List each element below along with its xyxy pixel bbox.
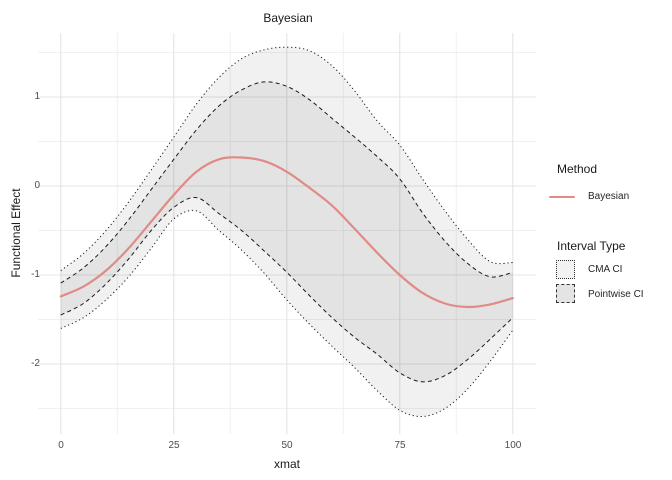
legend-label-bayesian: Bayesian <box>588 191 630 202</box>
legend-key-pointwise-ci-swatch-icon <box>556 284 575 303</box>
legend-title-method: Method <box>557 162 598 176</box>
x-tick-label: 0 <box>58 440 64 451</box>
legend-title-interval-type: Interval Type <box>557 239 626 253</box>
y-axis-title: Functional Effect <box>9 188 23 278</box>
y-tick-label: 0 <box>34 180 40 191</box>
y-tick-label: 1 <box>34 91 40 102</box>
legend-key-cma-ci-swatch-icon <box>556 260 575 279</box>
x-tick-label: 75 <box>394 440 406 451</box>
x-axis-title: xmat <box>273 457 301 471</box>
legend-key-bayesian-line-icon <box>549 196 575 198</box>
x-tick-label: 100 <box>504 440 522 451</box>
legend-label-cma-ci: CMA CI <box>588 264 623 275</box>
y-tick-label: -1 <box>31 269 40 280</box>
x-tick-label: 25 <box>168 440 180 451</box>
legend-label-pointwise-ci: Pointwise CI <box>588 289 644 300</box>
x-tick-label: 50 <box>281 440 293 451</box>
y-tick-label: -2 <box>31 358 40 369</box>
plot-title: Bayesian <box>263 11 313 25</box>
